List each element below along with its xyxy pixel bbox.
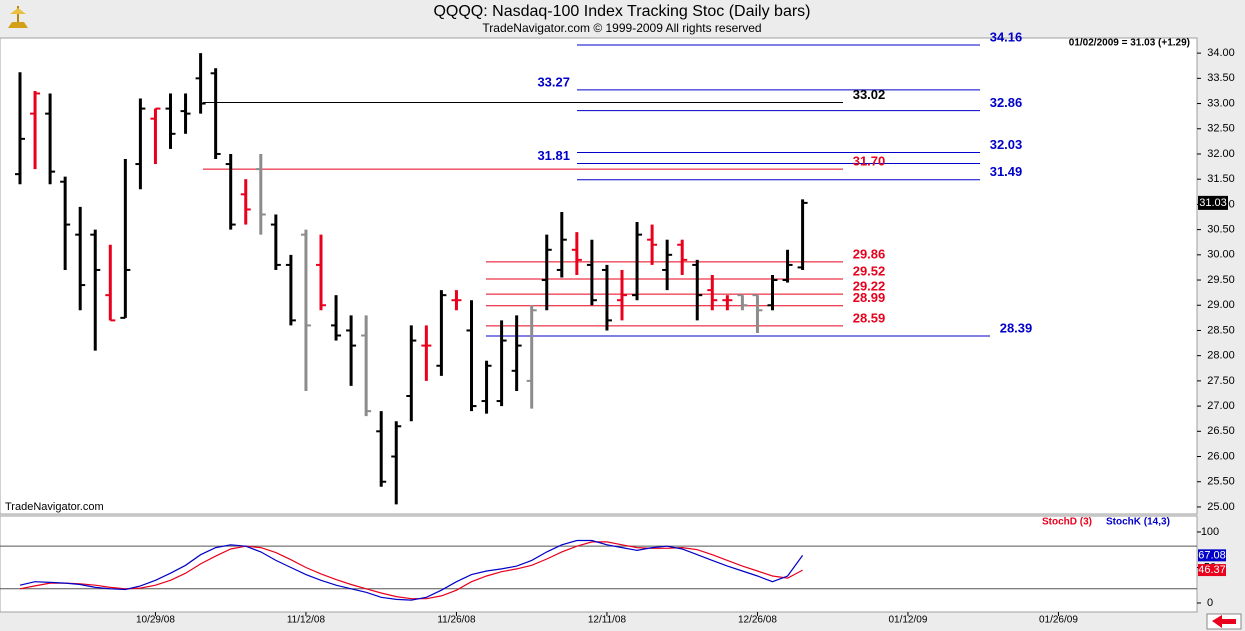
last-price-label: 31.03 (1199, 197, 1227, 209)
chart-title: QQQQ: Nasdaq-100 Index Tracking Stoc (Da… (433, 3, 810, 20)
x-tick-label: 10/29/08 (136, 615, 175, 626)
watermark: TradeNavigator.com (5, 501, 104, 513)
y-tick-label: 33.50 (1207, 72, 1235, 84)
x-tick-label: 12/11/08 (588, 615, 627, 626)
stoch-panel (0, 515, 1198, 613)
y-tick-label: 28.00 (1207, 350, 1235, 362)
logo (8, 6, 28, 28)
y-tick-label: 27.00 (1207, 400, 1235, 412)
level-label: 33.02 (853, 87, 886, 102)
last-bar-annotation: 01/02/2009 = 31.03 (+1.29) (1069, 38, 1190, 49)
level-label: 28.59 (853, 310, 886, 325)
level-label: 33.27 (537, 74, 570, 89)
level-label: 29.86 (853, 246, 886, 261)
y-tick-label: 31.50 (1207, 173, 1235, 185)
last-value-box (1198, 564, 1226, 577)
x-tick-label: 01/26/09 (1039, 615, 1078, 626)
y-tick-label: 25.50 (1207, 476, 1235, 488)
x-tick-label: 01/12/09 (888, 615, 927, 626)
y-tick-label: 32.00 (1207, 148, 1235, 160)
last-value-label: 46.37 (1198, 564, 1226, 576)
legend-entry: StochD (3) (1042, 517, 1092, 528)
chart-subtitle: TradeNavigator.com © 1999-2009 All right… (482, 21, 761, 35)
stoch-line (19, 541, 803, 600)
level-label: 29.22 (853, 279, 886, 294)
y-tick-label: 28.50 (1207, 324, 1235, 336)
y-tick-label: 29.50 (1207, 274, 1235, 286)
level-label: 28.99 (853, 290, 886, 305)
y-tick-label: 30.00 (1207, 249, 1235, 261)
y-tick-label: 100 (1201, 526, 1219, 538)
y-tick-label: 26.00 (1207, 450, 1235, 462)
y-tick-label: 34.00 (1207, 47, 1235, 59)
y-tick-label: 27.50 (1207, 375, 1235, 387)
x-tick-label: 11/12/08 (287, 615, 326, 626)
y-tick-label: 0 (1207, 597, 1213, 609)
level-label: 32.86 (990, 95, 1023, 110)
last-price-box (1198, 195, 1228, 210)
y-tick-label: 32.50 (1207, 123, 1235, 135)
level-label: 34.16 (990, 29, 1023, 44)
y-tick-label: 30.50 (1207, 224, 1235, 236)
level-label: 31.70 (853, 154, 886, 169)
level-label: 31.49 (990, 164, 1023, 179)
level-label: 32.03 (990, 137, 1023, 152)
y-tick-label: 33.00 (1207, 97, 1235, 109)
x-tick-label: 12/26/08 (738, 615, 777, 626)
level-label: 29.52 (853, 263, 886, 278)
last-value-label: 67.08 (1198, 549, 1226, 561)
price-panel (0, 37, 1198, 515)
y-tick-label: 29.00 (1207, 299, 1235, 311)
last-value-box (1198, 549, 1226, 562)
y-tick-label: 25.00 (1207, 501, 1235, 513)
level-label: 31.81 (537, 148, 570, 163)
y-tick-label: 26.50 (1207, 425, 1235, 437)
level-label: 28.39 (1000, 320, 1033, 335)
x-tick-label: 11/26/08 (437, 615, 476, 626)
legend-entry: StochK (14,3) (1106, 517, 1170, 528)
scroll-arrow[interactable] (1206, 613, 1242, 630)
stoch-line (19, 539, 804, 601)
